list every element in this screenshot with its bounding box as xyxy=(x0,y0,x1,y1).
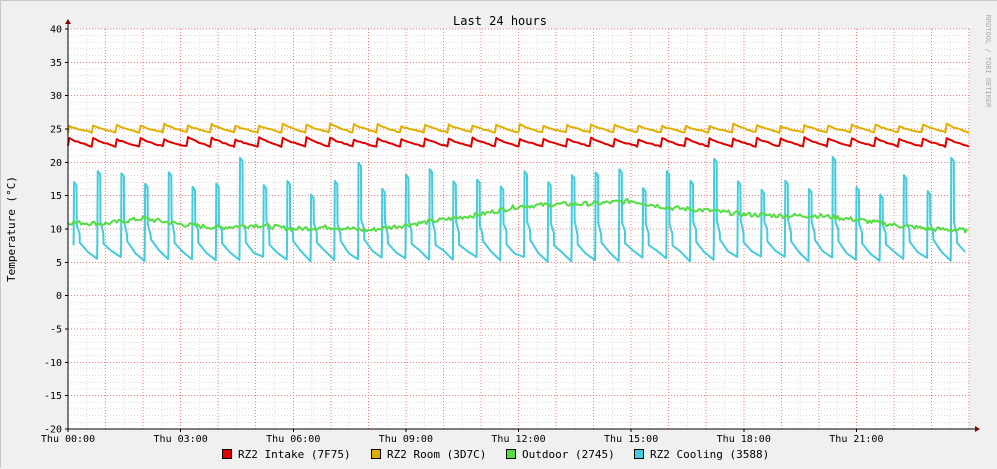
y-tick-label: 15 xyxy=(50,191,62,202)
y-tick-label: 30 xyxy=(50,91,62,102)
x-tick-label: Thu 00:00 xyxy=(41,434,95,445)
chart-title: Last 24 hours xyxy=(453,14,547,28)
series-line xyxy=(67,136,970,148)
y-tick-label: 5 xyxy=(56,258,62,269)
series-line xyxy=(67,122,970,134)
y-axis-arrow xyxy=(65,19,71,24)
y-tick-labels: 40 35 30 25 20 15 10 5 0 -5 -10 -15 -20 xyxy=(44,25,68,436)
y-tick-label: 20 xyxy=(50,158,62,169)
x-tick-label: Thu 21:00 xyxy=(829,434,883,445)
y-tick-label: 40 xyxy=(50,25,62,36)
series-line xyxy=(72,156,966,263)
y-tick-label: 10 xyxy=(50,225,62,236)
y-tick-label: -15 xyxy=(44,391,62,402)
legend-label: Outdoor (2745) xyxy=(522,448,615,461)
legend-swatch xyxy=(506,449,516,459)
x-tick-label: Thu 03:00 xyxy=(154,434,208,445)
legend-label: RZ2 Room (3D7C) xyxy=(387,448,486,461)
grid xyxy=(67,28,970,430)
x-axis-arrow xyxy=(975,426,980,432)
legend-swatch xyxy=(371,449,381,459)
y-tick-label: 25 xyxy=(50,125,62,136)
y-tick-label: -20 xyxy=(44,425,62,436)
x-tick-label: Thu 06:00 xyxy=(266,434,320,445)
y-tick-label: -5 xyxy=(50,325,62,336)
legend: RZ2 Intake (7F75) RZ2 Room (3D7C) Outdoor … xyxy=(222,448,769,461)
x-tick-label: Thu 12:00 xyxy=(491,434,545,445)
series-line xyxy=(67,198,968,234)
y-tick-label: 35 xyxy=(50,58,62,69)
axes xyxy=(65,19,980,432)
x-tick-label: Thu 18:00 xyxy=(717,434,771,445)
watermark: RRDTOOL / TOBI OETIKER xyxy=(984,15,992,109)
y-tick-label: -10 xyxy=(44,358,62,369)
y-axis-label: Temperature (°C) xyxy=(5,176,18,282)
legend-label: RZ2 Cooling (3588) xyxy=(650,448,769,461)
x-tick-labels: Thu 00:00 Thu 03:00 Thu 06:00 Thu 09:00 Thu … xyxy=(41,429,883,445)
x-tick-label: Thu 15:00 xyxy=(604,434,658,445)
y-tick-label: 0 xyxy=(56,291,62,302)
legend-swatch xyxy=(634,449,644,459)
legend-swatch xyxy=(222,449,232,459)
legend-label: RZ2 Intake (7F75) xyxy=(238,448,351,461)
x-tick-label: Thu 09:00 xyxy=(379,434,433,445)
series-layer xyxy=(67,122,970,263)
